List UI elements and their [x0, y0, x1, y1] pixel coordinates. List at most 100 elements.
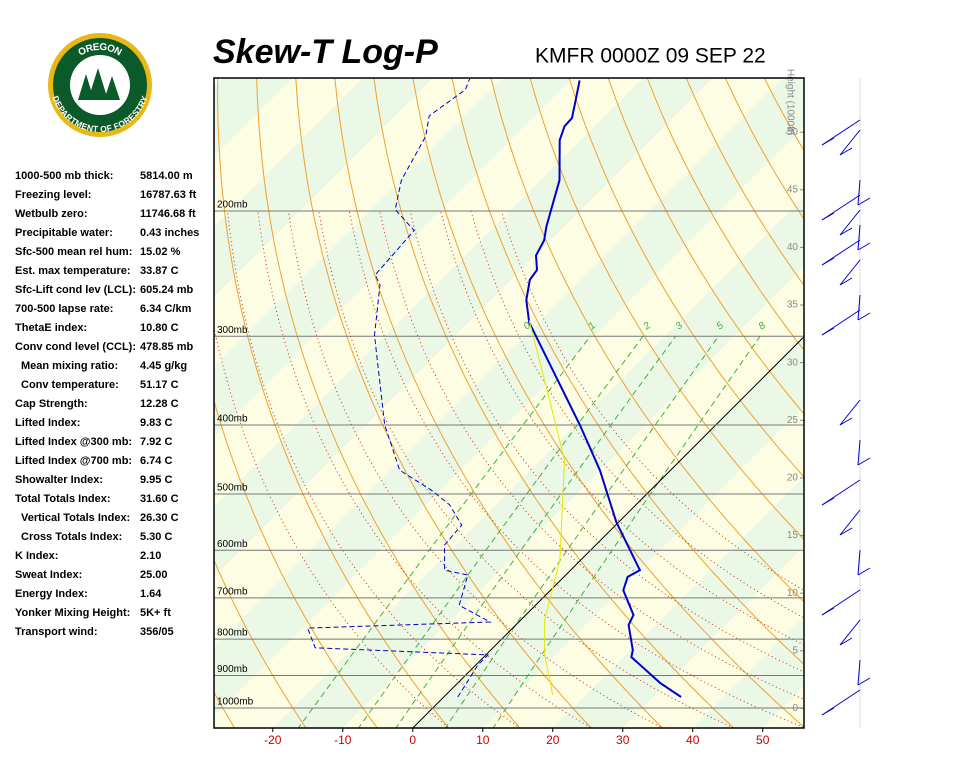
stat-label: Lifted Index: [15, 417, 80, 429]
barb-staff [857, 659, 861, 686]
stat-value: 4.45 g/kg [140, 360, 187, 372]
y2-tick-label: 40 [787, 242, 799, 253]
dry-adiabat [214, 559, 307, 728]
isotherm-band [692, 616, 804, 728]
stat-value: 12.28 C [140, 398, 179, 410]
stat-label: Sweat Index: [15, 569, 82, 581]
mixing-ratio-label: 1 [587, 320, 598, 332]
moist-adiabat [409, 210, 804, 673]
barb-staff [857, 439, 861, 466]
moist-adiabat [227, 210, 521, 728]
y2-tick-label: 30 [787, 357, 799, 368]
stat-label: Est. max temperature: [15, 265, 131, 277]
barb-flag [857, 197, 871, 206]
x-tick-label: 10 [476, 733, 490, 747]
isotherm-band [622, 546, 804, 728]
stat-label: Lifted Index @300 mb: [15, 436, 132, 448]
dry-adiabat [256, 78, 521, 728]
stat-value: 51.17 C [140, 379, 179, 391]
stat-value: 16787.63 ft [140, 189, 197, 201]
dry-adiabat [334, 78, 664, 728]
dry-adiabat [568, 78, 804, 478]
stat-value: 7.92 C [140, 436, 172, 448]
logo-top-text: OREGON [76, 41, 123, 58]
pressure-label: 200mb [217, 200, 248, 211]
stat-value: 478.85 mb [140, 341, 193, 353]
dry-adiabat [905, 53, 960, 737]
y2-tick-label: 10 [787, 588, 799, 599]
barb-flag [839, 417, 853, 426]
barb-flag [839, 277, 853, 286]
barb-flag [821, 257, 835, 266]
pressure-label: 500mb [217, 483, 248, 494]
stat-label: Precipitable water: [15, 227, 113, 239]
stat-label: Showalter Index: [15, 474, 103, 486]
isotherm-band [272, 196, 804, 728]
dry-adiabat [217, 78, 450, 728]
x-tick-label: 30 [616, 733, 630, 747]
stat-value: 1.64 [140, 588, 162, 600]
stat-label: Lifted Index @700 mb: [15, 455, 132, 467]
x-tick-label: 50 [756, 733, 770, 747]
stat-value: 15.02 % [140, 246, 181, 258]
logo-trees [78, 68, 120, 100]
isotherm-band [482, 406, 804, 728]
stat-value: 2.10 [140, 550, 161, 562]
stat-value: 605.24 mb [140, 284, 193, 296]
dry-adiabat [943, 53, 960, 737]
dry-adiabat [451, 78, 804, 666]
barb-staff [839, 619, 861, 646]
moist-adiabat [287, 210, 664, 728]
stat-value: 5.30 C [140, 531, 172, 543]
stat-value: 33.87 C [140, 265, 179, 277]
barb-flag [821, 707, 835, 716]
zero-isotherm [412, 336, 804, 728]
barb-staff [839, 129, 861, 156]
y2-tick-label: 45 [787, 184, 799, 195]
barb-flag [857, 242, 871, 251]
stat-label: Freezing level: [15, 189, 91, 201]
barb-flag [857, 677, 871, 686]
pressure-label: 900mb [217, 664, 248, 675]
dry-adiabat [295, 78, 592, 728]
y2-label: Height (1000ft) [784, 69, 795, 135]
stat-label: Transport wind: [15, 626, 98, 638]
moist-adiabat [500, 210, 804, 591]
barb-staff [857, 294, 861, 321]
stat-label: Cap Strength: [15, 398, 88, 410]
barb-flag [839, 227, 853, 236]
pressure-label: 600mb [217, 539, 248, 550]
plot-foreground: 0 1 2 3 5 8200mb300mb400mb500mb600mb700mb800m… [213, 69, 805, 747]
stat-value: 356/05 [140, 626, 174, 638]
stat-value: 25.00 [140, 569, 168, 581]
stat-label: ThetaE index: [15, 322, 87, 334]
moist-adiabat [379, 210, 804, 700]
x-tick-label: -20 [264, 733, 282, 747]
dry-adiabat [373, 78, 735, 728]
barb-flag [857, 567, 871, 576]
moist-adiabat [214, 325, 450, 728]
x-tick-label: -10 [334, 733, 352, 747]
stat-value: 26.30 C [140, 512, 179, 524]
stat-value: 11746.68 ft [140, 208, 196, 220]
moist-adiabat [257, 210, 593, 728]
mixing-ratio-label: 5 [715, 320, 727, 332]
stat-value: 10.80 C [140, 322, 179, 334]
sounding-line [525, 80, 682, 698]
stat-label: Vertical Totals Index: [21, 512, 130, 524]
stat-label: Yonker Mixing Height: [15, 607, 130, 619]
stat-label: Sfc-Lift cond lev (LCL): [15, 284, 136, 296]
barb-flag [857, 312, 871, 321]
stat-label: Wetbulb zero: [15, 208, 88, 220]
x-tick-label: 40 [686, 733, 700, 747]
y2-tick-label: 20 [787, 473, 799, 484]
y2-tick-label: 0 [792, 703, 798, 714]
barb-staff [839, 259, 861, 286]
pressure-label: 700mb [217, 586, 248, 597]
barb-flag [821, 497, 835, 506]
barb-flag [857, 457, 871, 466]
stat-value: 31.60 C [140, 493, 179, 505]
logo: OREGON DEPARTMENT OF FORESTRY [48, 33, 152, 137]
x-tick-label: 20 [546, 733, 560, 747]
barb-staff [839, 209, 861, 236]
